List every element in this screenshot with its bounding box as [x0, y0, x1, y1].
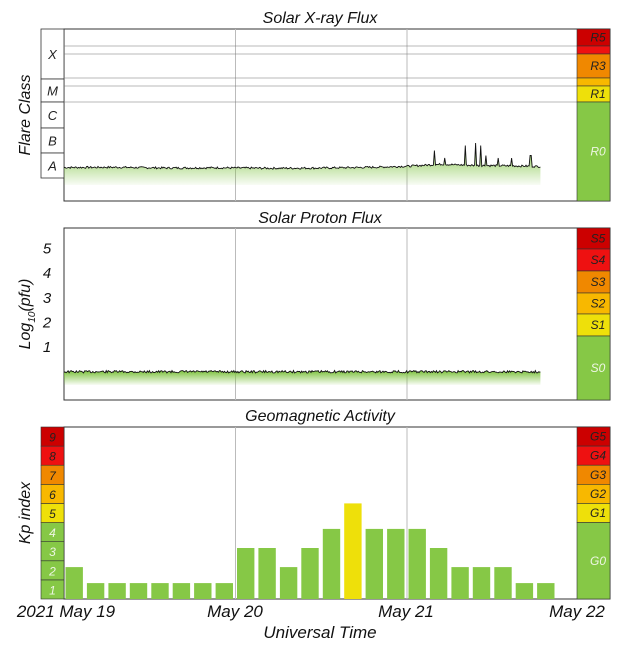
geomag-ylabel: Kp index [17, 481, 34, 544]
kp-bar [258, 548, 276, 599]
kp-bar [537, 583, 555, 599]
x-axis-label: Universal Time [263, 623, 376, 642]
kp-bar [494, 567, 512, 599]
kp-bar [86, 583, 105, 599]
s-scale-label: S3 [591, 275, 606, 289]
r-scale-label: R0 [590, 145, 606, 159]
proton-panel: Solar Proton Flux 1 2 3 4 5 S5 S4 S3 S2 S1 S0 Log… [17, 210, 611, 401]
proton-ylabel-rest: (pfu) [17, 279, 34, 312]
proton-y-tick: 3 [43, 290, 52, 307]
geomag-g-scale: G5 G4 G3 G2 G1 G0 [576, 426, 611, 600]
proton-flux-line [63, 369, 541, 374]
kp-bar [322, 528, 341, 599]
proton-y-tick: 1 [43, 339, 51, 356]
kp-label: 4 [49, 526, 56, 540]
kp-bar [344, 503, 362, 599]
flare-class-label: A [47, 159, 57, 174]
s-scale-label: S0 [591, 361, 606, 375]
kp-bar [429, 548, 448, 599]
xray-flux-line [63, 142, 541, 170]
kp-label: 8 [49, 450, 56, 464]
r-scale-cell [576, 77, 611, 87]
flare-class-label: M [47, 84, 58, 99]
kp-bar [172, 583, 191, 599]
g-scale-label: G1 [590, 506, 606, 520]
g-scale-label: G2 [590, 487, 606, 501]
xray-flux-area [64, 143, 541, 185]
geomag-title: Geomagnetic Activity [245, 408, 396, 425]
g-scale-cell [576, 522, 611, 600]
kp-bar [65, 567, 83, 599]
kp-bars [65, 503, 555, 599]
kp-bar [387, 528, 405, 599]
g-scale-label: G4 [590, 449, 606, 463]
xray-title: Solar X-ray Flux [263, 10, 379, 27]
x-tick-label: May 21 [378, 602, 434, 621]
kp-label: 7 [49, 469, 57, 483]
x-tick-label: May 22 [549, 602, 605, 621]
proton-s-scale: S5 S4 S3 S2 S1 S0 [576, 227, 611, 401]
geomag-grid [235, 427, 408, 599]
kp-bar [472, 567, 491, 599]
kp-index-column: 1 2 3 4 5 6 7 8 9 [40, 426, 65, 600]
s-scale-label: S4 [591, 253, 606, 267]
proton-y-tick: 5 [43, 241, 52, 258]
kp-label: 6 [49, 488, 56, 502]
proton-y-ticks: 1 2 3 4 5 [42, 241, 52, 356]
kp-label: 1 [49, 583, 56, 597]
kp-bar [237, 548, 255, 599]
flare-class-label: B [48, 134, 57, 149]
proton-ylabel-main: Log [17, 323, 34, 350]
g-scale-label: G3 [590, 468, 606, 482]
g-scale-label: G5 [590, 430, 606, 444]
kp-label: 9 [49, 431, 56, 445]
kp-bar [215, 583, 233, 599]
kp-bar [129, 583, 148, 599]
kp-cell [40, 426, 65, 447]
proton-y-tick: 4 [43, 265, 51, 282]
kp-bar [151, 583, 169, 599]
proton-ylabel-sub: 10 [27, 311, 38, 323]
kp-label: 2 [48, 564, 56, 578]
x-tick-labels: 2021 May 19 May 20 May 21 May 22 [16, 602, 606, 621]
s-scale-cell [576, 335, 611, 401]
kp-label: 3 [49, 545, 56, 559]
proton-ylabel: Log10(pfu) [17, 279, 38, 350]
r-scale-label: R5 [590, 31, 606, 45]
r-scale-label: R3 [590, 59, 606, 73]
xray-ylabel: Flare Class [17, 75, 34, 156]
g-scale-label: G0 [590, 554, 606, 568]
r-scale-label: R1 [590, 87, 605, 101]
kp-bar [515, 583, 534, 599]
kp-bar [451, 567, 469, 599]
kp-label: 5 [49, 507, 56, 521]
flare-class-label: C [48, 108, 58, 123]
kp-bar [279, 567, 298, 599]
flare-class-cell [40, 152, 65, 179]
r-scale-cell [576, 101, 611, 202]
proton-title: Solar Proton Flux [258, 210, 383, 227]
kp-bar [365, 528, 383, 599]
kp-bar [108, 583, 126, 599]
r-scale-cell [576, 53, 611, 79]
s-scale-label: S5 [591, 232, 606, 246]
s-scale-label: S1 [591, 318, 606, 332]
x-tick-label: May 20 [207, 602, 263, 621]
proton-series [63, 369, 541, 385]
proton-flux-area [64, 370, 541, 385]
proton-y-tick: 2 [42, 314, 52, 331]
s-scale-label: S2 [591, 297, 606, 311]
kp-bar [194, 583, 212, 599]
xray-r-scale: R5 R3 R1 R0 [576, 28, 611, 202]
xray-series [63, 142, 541, 185]
flare-class-label: X [47, 47, 58, 62]
kp-bar [408, 528, 426, 599]
r-scale-cell [576, 45, 611, 55]
x-tick-label: 2021 May 19 [16, 602, 116, 621]
kp-bar [301, 548, 319, 599]
